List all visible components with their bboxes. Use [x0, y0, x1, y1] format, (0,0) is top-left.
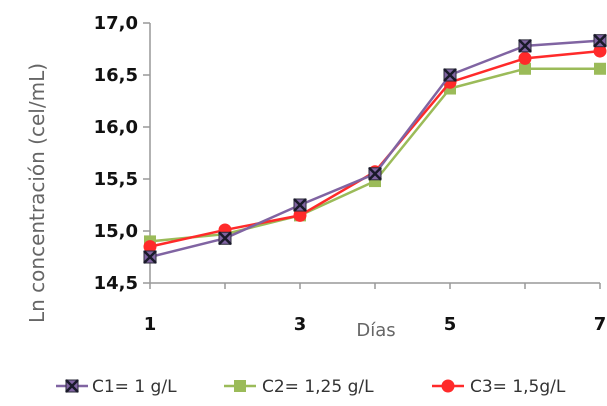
- y-axis-label: Ln concentración (cel/mL): [25, 63, 49, 323]
- data-point: [593, 44, 607, 58]
- data-point: [143, 250, 157, 264]
- legend-label: C3= 1,5g/L: [470, 377, 566, 397]
- y-tick-label: 17,0: [94, 13, 138, 34]
- data-point-cross: [218, 231, 232, 246]
- data-point: [441, 379, 455, 393]
- y-tick-label: 15,0: [94, 221, 138, 242]
- data-point-cross: [593, 33, 607, 48]
- series-layer: [143, 33, 607, 264]
- axes: [149, 23, 600, 284]
- series-2: [144, 62, 606, 248]
- legend-item-2: C2= 1,25 g/L: [224, 377, 374, 397]
- data-point-cross: [143, 250, 157, 264]
- data-point-cross: [518, 38, 532, 53]
- series-line: [149, 49, 601, 248]
- data-point: [519, 62, 531, 75]
- data-point: [368, 166, 382, 181]
- y-tick-label: 16,0: [94, 117, 138, 138]
- data-point: [593, 33, 607, 48]
- data-point-cross: [368, 166, 382, 181]
- data-point: [518, 38, 532, 53]
- data-point: [143, 240, 157, 254]
- x-ticks: 1 3 5 7: [144, 283, 607, 335]
- y-tick-label: 15,5: [94, 169, 138, 190]
- y-ticks: 14,5 15,0 15,5 16,0 16,5 17,0: [94, 13, 150, 294]
- data-point: [293, 208, 307, 222]
- data-point: [518, 51, 532, 65]
- data-point-cross: [443, 68, 457, 82]
- data-point: [218, 231, 232, 246]
- x-axis-label: Días: [356, 320, 395, 341]
- y-tick-label: 16,5: [94, 65, 138, 86]
- series-1: [143, 33, 607, 264]
- data-point: [293, 198, 307, 212]
- series-line: [149, 39, 601, 259]
- legend: C1= 1 g/L C2= 1,25 g/L C3= 1,5g/L: [56, 377, 566, 397]
- legend-item-1: C1= 1 g/L: [56, 377, 177, 397]
- x-tick-label: 3: [294, 314, 307, 335]
- data-point-cross: [65, 379, 79, 393]
- data-point-cross: [293, 198, 307, 212]
- data-point: [594, 62, 606, 75]
- data-point: [234, 380, 246, 392]
- data-point: [443, 68, 457, 82]
- legend-label: C2= 1,25 g/L: [262, 377, 374, 397]
- legend-label: C1= 1 g/L: [92, 377, 177, 397]
- x-tick-label: 7: [594, 314, 607, 335]
- series-line: [149, 67, 600, 243]
- data-point: [65, 379, 79, 393]
- x-tick-label: 1: [144, 314, 157, 335]
- series-3: [143, 44, 607, 254]
- legend-item-3: C3= 1,5g/L: [432, 377, 566, 397]
- x-tick-label: 5: [444, 314, 457, 335]
- y-tick-label: 14,5: [94, 273, 138, 294]
